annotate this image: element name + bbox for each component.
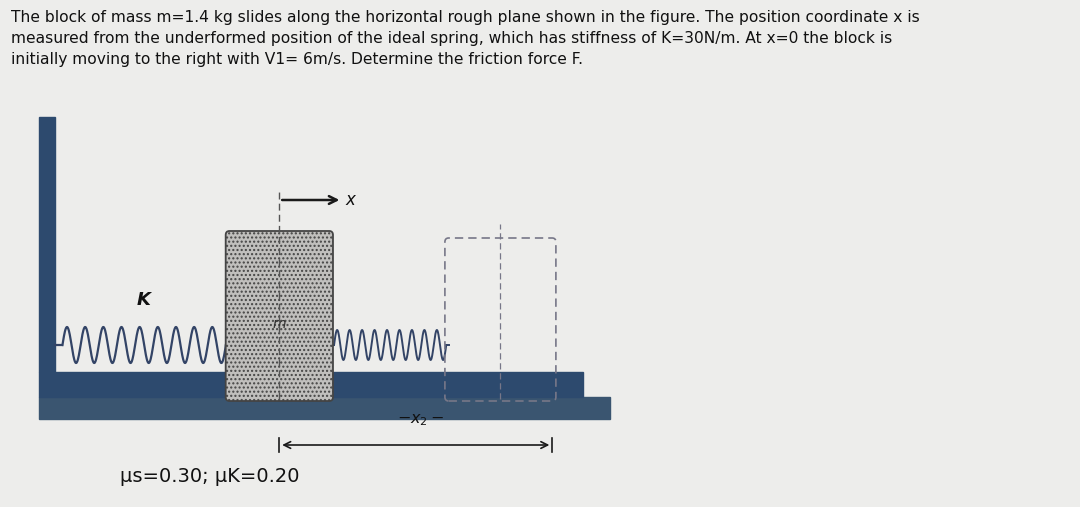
Bar bbox=[39, 372, 583, 397]
Text: K: K bbox=[136, 291, 150, 309]
Text: $-x_2-$: $-x_2-$ bbox=[396, 412, 444, 428]
FancyBboxPatch shape bbox=[226, 231, 333, 401]
Text: The block of mass m=1.4 kg slides along the horizontal rough plane shown in the : The block of mass m=1.4 kg slides along … bbox=[11, 10, 920, 67]
Bar bbox=[39, 117, 55, 372]
Text: μs=0.30; μK=0.20: μs=0.30; μK=0.20 bbox=[120, 467, 300, 487]
Text: m: m bbox=[272, 317, 286, 331]
Bar bbox=[39, 397, 610, 419]
Text: x: x bbox=[346, 191, 355, 209]
